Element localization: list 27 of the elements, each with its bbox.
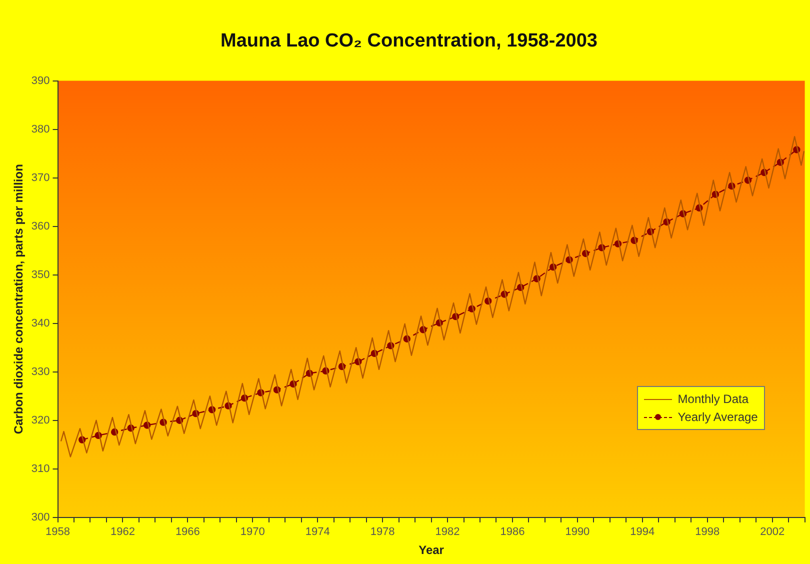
x-tick-label: 1986 — [500, 526, 525, 538]
x-tick-label: 1962 — [110, 526, 135, 538]
x-tick-label: 1994 — [630, 526, 655, 538]
y-tick-label: 340 — [31, 317, 50, 330]
x-axis-title: Year — [418, 543, 444, 558]
legend-label: Yearly Average — [678, 410, 758, 424]
x-tick-label: 1990 — [565, 526, 590, 538]
chart-title: Mauna Lao CO₂ Concentration, 1958-2003 — [220, 30, 598, 52]
y-tick-label: 370 — [31, 172, 50, 184]
x-tick-label: 1958 — [46, 526, 70, 538]
x-tick-label: 1982 — [435, 526, 460, 538]
y-tick-label: 360 — [31, 220, 50, 232]
y-tick-label: 390 — [31, 74, 50, 87]
y-tick-label: 330 — [31, 366, 50, 378]
legend-label: Monthly Data — [678, 392, 748, 406]
y-tick-label: 350 — [31, 268, 50, 281]
x-tick-label: 1974 — [305, 526, 330, 538]
x-tick-label: 1970 — [240, 526, 265, 538]
x-tick-label: 1966 — [175, 526, 200, 538]
x-tick-label: 1998 — [695, 526, 720, 538]
y-tick-label: 310 — [31, 462, 50, 475]
y-tick-label: 320 — [31, 414, 50, 426]
x-tick-label: 1978 — [370, 526, 395, 538]
y-tick-label: 300 — [31, 511, 50, 524]
y-tick-label: 380 — [31, 123, 50, 136]
y-axis-title: Carbon dioxide concentration, parts per million — [12, 164, 26, 434]
x-tick-label: 2002 — [760, 526, 785, 538]
